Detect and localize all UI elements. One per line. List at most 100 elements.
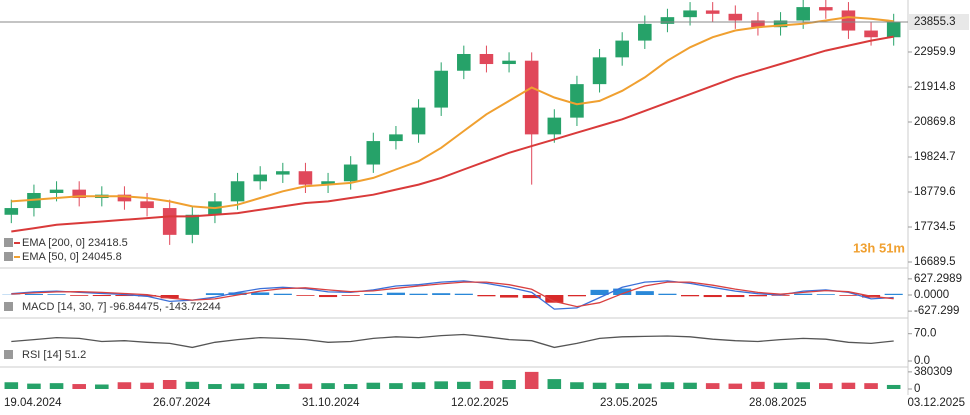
macd-hist bbox=[228, 292, 247, 295]
macd-hist bbox=[24, 293, 43, 295]
y-tick-label: 70.0 bbox=[914, 328, 936, 340]
macd-hist bbox=[47, 294, 66, 295]
candle-body bbox=[321, 181, 335, 185]
candle-body bbox=[570, 84, 584, 118]
macd-hist bbox=[160, 295, 179, 299]
candle-body bbox=[4, 208, 19, 215]
volume-bar bbox=[162, 380, 177, 389]
volume-bar bbox=[728, 383, 743, 389]
last-price-label: 23855.3 bbox=[914, 16, 956, 28]
macd-hist bbox=[635, 291, 654, 295]
macd-hist bbox=[726, 295, 745, 298]
volume-bar bbox=[321, 383, 335, 389]
candle-body bbox=[72, 189, 86, 199]
macd-hist bbox=[522, 295, 541, 299]
ema-line bbox=[11, 35, 894, 233]
candle-body bbox=[638, 23, 652, 41]
volume-bar bbox=[502, 380, 516, 389]
volume-bar bbox=[253, 383, 267, 389]
macd-hist bbox=[432, 293, 451, 295]
y-tick-label: 16689.5 bbox=[914, 256, 956, 268]
x-tick-label: 31.10.2024 bbox=[302, 397, 360, 409]
macd-hist bbox=[319, 295, 338, 298]
legend-icons bbox=[4, 238, 13, 359]
candle-body bbox=[841, 10, 856, 31]
candle-body bbox=[615, 40, 629, 58]
candle-body bbox=[864, 30, 878, 38]
macd-hist bbox=[454, 293, 473, 295]
legend-rsi: RSI [14] 51.2 bbox=[22, 349, 86, 361]
candle-body bbox=[253, 174, 267, 182]
macd-hist bbox=[545, 295, 564, 303]
volume-bar bbox=[886, 384, 901, 389]
macd-hist bbox=[251, 292, 270, 295]
volume-bar bbox=[27, 383, 41, 389]
y-tick-label: 0.0 bbox=[914, 355, 930, 367]
macd-hist bbox=[613, 288, 632, 295]
volume-bar bbox=[117, 382, 132, 389]
volume-bar bbox=[570, 382, 584, 389]
y-tick-label: 0.0000 bbox=[914, 289, 949, 301]
volume-bar bbox=[4, 382, 19, 389]
macd-hist bbox=[341, 295, 360, 296]
x-tick-label: 12.02.2025 bbox=[451, 397, 509, 409]
macd-hist bbox=[590, 289, 609, 295]
y-tick-label: 22959.9 bbox=[914, 46, 956, 58]
candle-body bbox=[298, 171, 313, 185]
macd-hist bbox=[500, 295, 519, 298]
volume-bar bbox=[457, 381, 471, 389]
macd-hist bbox=[70, 295, 89, 296]
x-tick-label: 23.05.2025 bbox=[600, 397, 658, 409]
candle-body bbox=[660, 17, 675, 24]
candle-body bbox=[547, 117, 562, 135]
macd-hist bbox=[386, 292, 405, 295]
candle-body bbox=[479, 53, 494, 65]
macd-hist bbox=[816, 294, 835, 295]
candle-body bbox=[592, 57, 607, 85]
macd-hist bbox=[205, 293, 224, 295]
volume-bar bbox=[230, 383, 245, 389]
volume-bar bbox=[185, 381, 200, 389]
volume-bar bbox=[660, 382, 675, 389]
macd-hist bbox=[703, 295, 722, 298]
candle-body bbox=[524, 60, 539, 135]
volume-bar bbox=[705, 383, 720, 389]
x-tick-label: 26.07.2024 bbox=[153, 397, 211, 409]
candle-body bbox=[457, 53, 471, 71]
macd-hist bbox=[884, 293, 903, 295]
y-tick-label: 627.2989 bbox=[914, 273, 962, 285]
y-tick-label: 380309 bbox=[914, 366, 952, 378]
last-price-box bbox=[909, 13, 969, 30]
candle-body bbox=[276, 171, 290, 175]
volume-bar bbox=[683, 382, 697, 389]
candle-body bbox=[411, 107, 426, 135]
ema-line bbox=[11, 16, 894, 210]
candle-body bbox=[140, 201, 154, 209]
macd-hist bbox=[409, 293, 428, 295]
volume-bar bbox=[366, 382, 381, 389]
y-tick-label: 0 bbox=[914, 383, 920, 395]
legend-macd: MACD [14, 30, 7] -96.84475, -143.72244 bbox=[22, 301, 221, 313]
macd-line bbox=[11, 280, 894, 310]
macd-hist bbox=[364, 293, 383, 295]
candle-body bbox=[434, 70, 448, 108]
candle-body bbox=[117, 194, 132, 202]
volume-bar bbox=[276, 384, 290, 389]
volume-bar bbox=[479, 380, 494, 389]
volume-bar bbox=[864, 383, 878, 389]
volume-bar bbox=[773, 382, 788, 389]
candle-body bbox=[796, 7, 810, 21]
volume-bar bbox=[615, 383, 629, 389]
macd-hist bbox=[681, 295, 700, 297]
legend-ema200: EMA [200, 0] 23418.5 bbox=[22, 237, 128, 249]
candle-body bbox=[230, 181, 245, 202]
candle-body bbox=[886, 21, 901, 38]
candle-body bbox=[185, 214, 200, 235]
macd-hist bbox=[273, 293, 292, 295]
x-tick-label: 03.12.2025 bbox=[907, 397, 965, 409]
macd-hist bbox=[748, 295, 767, 297]
rsi-line bbox=[11, 333, 894, 349]
macd-hist bbox=[477, 295, 496, 297]
